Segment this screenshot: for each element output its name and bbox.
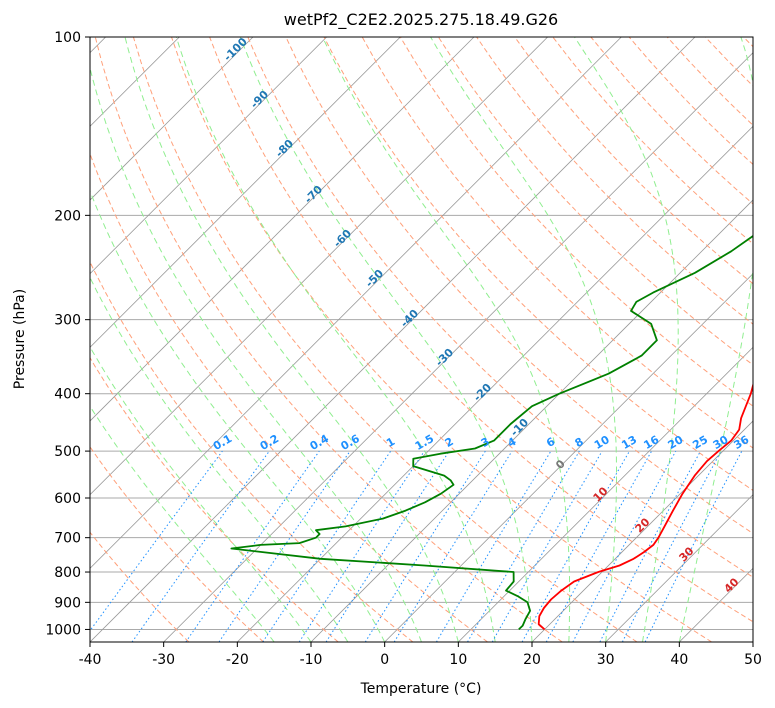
isotherm-line [384,273,753,642]
isotherm-line [90,37,622,569]
moist-adiabat-line [175,37,496,642]
isotherm-line [90,37,475,422]
x-tick-label: -30 [152,652,175,668]
mixing-ratio-line [185,450,320,642]
isotherm-line [90,37,254,201]
moist-adiabat-line [239,37,533,642]
y-tick-label: 800 [54,565,81,581]
dry-adiabat-line [361,37,753,449]
moist-adiabat-line [90,276,349,642]
y-tick-label: 400 [54,387,81,403]
dry-adiabat-line [437,37,753,366]
dry-adiabat-line [90,446,264,642]
mixing-ratio-line [545,450,653,642]
isotherm-line [90,37,327,275]
dry-adiabat-line [399,37,753,407]
isotherm-line [531,420,753,642]
dry-adiabat-line [171,37,712,642]
dry-adiabat-line [323,37,753,491]
dry-adiabat-line [90,152,488,642]
y-tick-label: 900 [54,595,81,611]
x-tick-label: 40 [670,652,688,668]
x-tick-label: 20 [523,652,541,668]
mixing-ratio-line [521,450,630,642]
mixing-ratio-line [325,450,450,642]
x-tick-label: 50 [744,652,762,668]
mixing-ratio-line [90,450,223,632]
mixing-ratio-line [262,450,392,642]
dry-adiabat-line [209,37,753,623]
moist-adiabat-line [430,37,617,642]
dry-adiabat-line [514,37,753,285]
moist-adiabat-line [90,345,312,642]
dry-adiabat-line [132,37,638,642]
dry-adiabat-line [285,37,753,535]
x-tick-label: -40 [79,652,102,668]
dry-adiabat-line [94,37,563,642]
isotherm-line [237,125,753,642]
dry-adiabat-line [90,531,190,642]
x-tick-label: -10 [300,652,323,668]
moist-adiabat-line [90,65,422,642]
dry-adiabat-line [90,356,339,642]
y-tick-label: 600 [54,491,81,507]
x-tick-label: -20 [226,652,249,668]
moist-adiabat-line [90,189,386,642]
mixing-ratio-line [572,450,677,642]
mixing-ratio-line [218,450,351,642]
isotherm-line [90,37,548,496]
plot-area [90,37,753,642]
dry-adiabat-line [90,260,414,642]
isotherm-line [90,37,401,348]
x-tick-label: 30 [597,652,615,668]
isotherm-line [752,641,753,642]
isotherm-line [605,494,753,642]
chart-title: wetPf2_C2E2.2025.275.18.49.G26 [284,10,558,30]
moist-adiabat-line [678,37,753,642]
x-tick-label: 10 [449,652,467,668]
mixing-ratio-line [131,450,270,642]
y-tick-label: 200 [54,208,81,224]
moist-adiabat-line [322,37,571,642]
y-tick-label: 500 [54,444,81,460]
y-tick-label: 100 [54,30,81,46]
mixing-ratio-line [644,450,743,642]
y-tick-label: 300 [54,313,81,329]
mixing-ratio-line [393,450,513,642]
mixing-ratio-line [298,450,425,642]
moist-adiabat-line [124,37,459,642]
plot-frame [89,36,754,643]
x-axis-title: Temperature (°C) [360,681,482,697]
isotherm-line [163,52,753,642]
dry-adiabat-line [247,37,753,578]
isotherm-line [458,346,753,642]
y-axis-title: Pressure (hPa) [12,289,28,389]
moist-adiabat-line [90,405,275,642]
x-tick-label: 0 [380,652,389,668]
y-tick-label: 1000 [45,622,81,638]
dewpoint-profile [230,234,753,631]
temperature-profile [537,382,753,631]
y-tick-label: 700 [54,531,81,547]
